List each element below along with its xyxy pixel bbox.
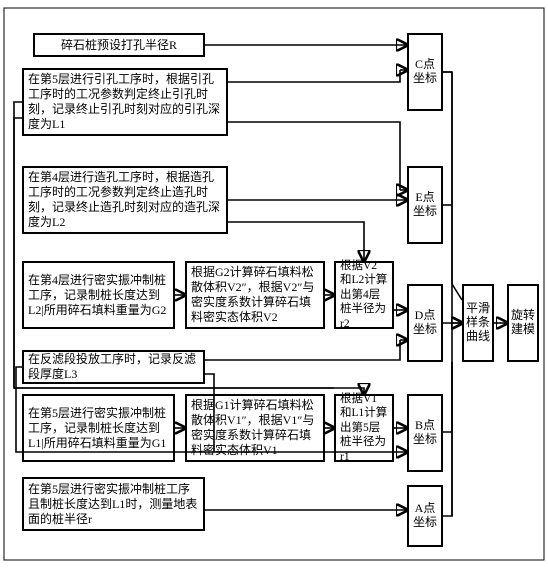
node-R: 碎石桩预设打孔半径R [33,33,205,57]
node-G2: 在第4层进行密实振冲制桩工序，记录制桩长度达到L2|所用碎石填料重量为G2 [22,261,175,329]
node-r1: 根据V1和L1计算出第5层桩半径为r1 [334,394,394,462]
label-spline: 平滑样条曲线 [466,302,490,343]
label-model: 旋转建模 [511,309,535,337]
label-D: D点坐标 [411,309,439,337]
node-spline: 平滑样条曲线 [462,284,494,362]
node-V1: 根据G1计算碎石填料松散体积V1″，根据V1″与密实度系数计算碎石填料密实态体积… [185,394,325,462]
node-E: E点坐标 [407,166,443,244]
node-r2: 根据V2和L2计算出第4层桩半径为r2 [334,261,394,329]
node-G1: 在第5层进行密实振冲制桩工序，记录制桩长度达到L1|所用碎石填料重量为G1 [22,394,175,462]
node-C: C点坐标 [407,33,443,111]
node-model: 旋转建模 [507,284,539,362]
node-L2: 在第4层进行造孔工序时，根据造孔工序时的工况参数判定终止造孔时刻，记录终止造孔时… [22,166,228,234]
label-A: A点坐标 [411,502,439,530]
node-A: A点坐标 [407,485,443,547]
node-D: D点坐标 [407,284,443,362]
node-L3: 在反滤段投放工序时，记录反滤段厚度L3 [22,350,205,384]
node-V2: 根据G2计算碎石填料松散体积V2″，根据V2″与密实度系数计算碎石填料密实态体积… [185,261,325,329]
node-L1: 在第5层进行引孔工序时，根据引孔工序时的工况参数判定终止引孔时刻，记录终止引孔时… [22,68,228,136]
label-B: B点坐标 [411,419,439,447]
label-E: E点坐标 [411,191,439,219]
node-B: B点坐标 [407,394,443,472]
node-r: 在第5层进行密实振冲制桩工序且制桩长度达到L1时，测量地表面的桩半径r [22,477,205,531]
label-C: C点坐标 [411,58,439,86]
